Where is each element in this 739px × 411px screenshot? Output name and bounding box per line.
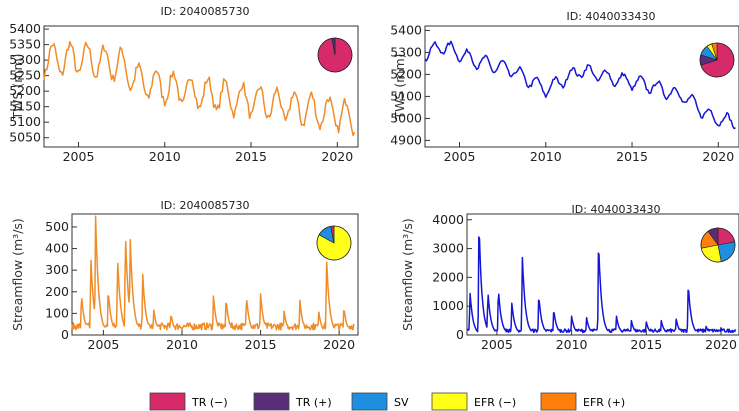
x-tick-label: 2010 xyxy=(556,337,588,352)
y-tick-label: 5050 xyxy=(9,130,41,145)
y-tick-label: 400 xyxy=(45,241,69,256)
legend-label: EFR (−) xyxy=(474,396,516,409)
x-tick-label: 2005 xyxy=(444,149,476,164)
chart-panel-4: ID: 4040033430 Streamflow (m³/s) 2005 2010 2… xyxy=(400,203,739,352)
pie-outline xyxy=(317,37,353,73)
legend-swatch xyxy=(540,392,577,411)
legend-label: TR (−) xyxy=(191,396,228,409)
y-tick-label: 5150 xyxy=(9,99,41,114)
y-tick-label: 5300 xyxy=(390,44,422,59)
x-tick-label: 2020 xyxy=(321,149,353,164)
legend-swatch xyxy=(253,392,290,411)
y-tick-label: 3000 xyxy=(432,241,464,256)
series-line xyxy=(43,40,356,137)
y-tick-label: 2000 xyxy=(432,269,464,284)
plot-frame xyxy=(43,25,359,148)
chart-title: ID: 4040033430 xyxy=(572,203,661,216)
plot-frame xyxy=(424,25,739,148)
y-tick-label: 0 xyxy=(61,327,69,342)
y-axis-label: TWS (mm) xyxy=(10,53,25,120)
chart-panel-3: ID: 2040085730 Streamflow (m³/s) 2005 2010 2… xyxy=(10,199,359,352)
y-tick-label: 4000 xyxy=(432,212,464,227)
chart-title: ID: 2040085730 xyxy=(161,199,250,212)
y-tick-label: 100 xyxy=(45,305,69,320)
y-tick-label: 5250 xyxy=(9,68,41,83)
y-axis-label: TWS (mm) xyxy=(392,53,407,120)
y-tick-label: 5200 xyxy=(390,66,422,81)
legend-swatch xyxy=(149,392,186,411)
x-tick-label: 2015 xyxy=(245,337,277,352)
x-tick-label: 2010 xyxy=(166,337,198,352)
y-tick-label: 5300 xyxy=(9,52,41,67)
pie-outline xyxy=(316,225,352,261)
pie-chart xyxy=(317,37,353,73)
y-tick-label: 200 xyxy=(45,284,69,299)
y-tick-label: 5350 xyxy=(9,37,41,52)
chart-panels: ID: 2040085730 TWS (mm) 2005 2010 2015 2020 50… xyxy=(9,5,739,352)
y-tick-label: 4900 xyxy=(390,132,422,147)
y-tick-label: 5400 xyxy=(390,22,422,37)
y-tick-label: 5100 xyxy=(390,88,422,103)
y-tick-label: 1000 xyxy=(432,298,464,313)
plot-frame xyxy=(71,213,359,336)
pie-chart xyxy=(316,225,352,261)
y-tick-label: 5100 xyxy=(9,114,41,129)
y-tick-label: 500 xyxy=(45,219,69,234)
legend-label: TR (+) xyxy=(295,396,332,409)
x-tick-label: 2005 xyxy=(481,337,513,352)
y-axis-label: Streamflow (m³/s) xyxy=(10,218,25,331)
x-tick-label: 2010 xyxy=(149,149,181,164)
x-tick-label: 2005 xyxy=(88,337,120,352)
x-tick-label: 2020 xyxy=(323,337,355,352)
legend-swatch xyxy=(431,392,468,411)
y-tick-label: 300 xyxy=(45,262,69,277)
legend-label: SV xyxy=(394,396,409,409)
series-line xyxy=(466,236,737,334)
pie-outline xyxy=(700,227,736,263)
y-tick-label: 0 xyxy=(456,327,464,342)
series-line xyxy=(71,215,355,331)
x-tick-label: 2020 xyxy=(705,337,737,352)
y-tick-label: 5400 xyxy=(9,21,41,36)
y-tick-label: 5000 xyxy=(390,110,422,125)
x-tick-label: 2020 xyxy=(702,149,734,164)
plot-frame xyxy=(466,213,739,336)
chart-panel-2: ID: 4040033430 TWS (mm) 2005 2010 2015 2020 49… xyxy=(390,10,739,164)
x-tick-label: 2015 xyxy=(235,149,267,164)
legend-swatch xyxy=(351,392,388,411)
legend-label: EFR (+) xyxy=(583,396,625,409)
legend: TR (−) TR (+) SV EFR (−) EFR (+) xyxy=(149,392,625,411)
x-tick-label: 2005 xyxy=(63,149,95,164)
pie-chart xyxy=(699,42,735,78)
x-tick-label: 2015 xyxy=(630,337,662,352)
x-tick-label: 2010 xyxy=(530,149,562,164)
pie-outline xyxy=(699,42,735,78)
chart-panel-1: ID: 2040085730 TWS (mm) 2005 2010 2015 2020 50… xyxy=(9,5,359,164)
x-tick-label: 2015 xyxy=(616,149,648,164)
y-tick-label: 5200 xyxy=(9,83,41,98)
chart-title: ID: 4040033430 xyxy=(567,10,656,23)
chart-title: ID: 2040085730 xyxy=(161,5,250,18)
series-line xyxy=(424,40,736,130)
y-axis-label: Streamflow (m³/s) xyxy=(400,218,415,331)
pie-chart xyxy=(700,227,736,263)
